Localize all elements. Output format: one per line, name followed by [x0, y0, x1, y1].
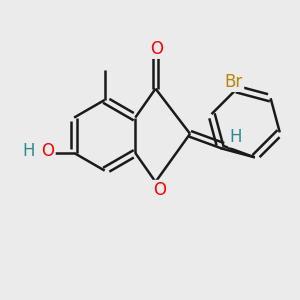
Text: H: H [22, 142, 34, 160]
Text: O: O [154, 181, 166, 199]
Text: O: O [151, 40, 164, 58]
Text: Br: Br [225, 73, 243, 91]
Text: O: O [41, 142, 54, 160]
Text: H: H [230, 128, 242, 146]
